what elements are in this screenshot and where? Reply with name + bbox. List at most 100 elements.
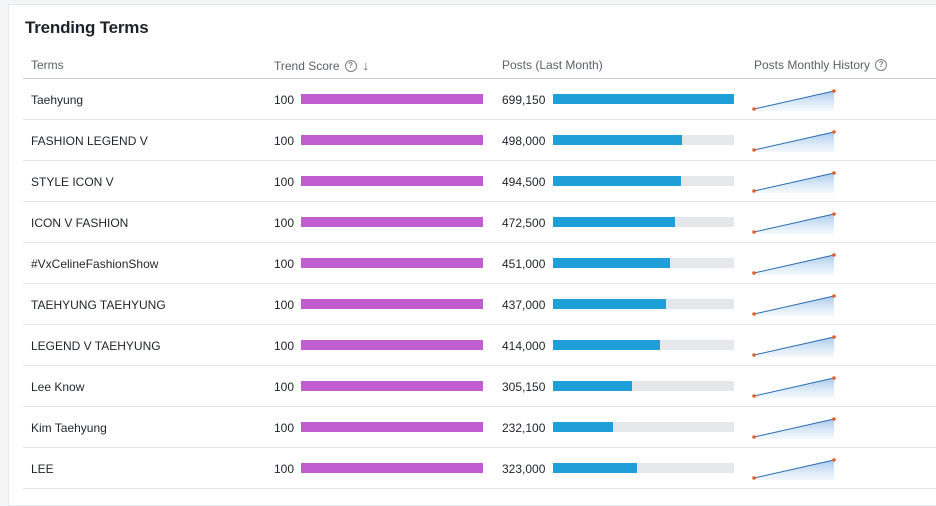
column-header-history[interactable]: Posts Monthly History ? bbox=[754, 58, 888, 72]
sparkline-line bbox=[753, 459, 835, 479]
trend-score-value: 100 bbox=[274, 257, 295, 271]
sparkline-end-point bbox=[832, 294, 836, 298]
sparkline-line bbox=[753, 90, 835, 110]
history-sparkline[interactable] bbox=[752, 415, 838, 441]
trend-score-value: 100 bbox=[274, 134, 295, 148]
posts-value: 472,500 bbox=[502, 216, 546, 230]
trend-score-bar bbox=[301, 299, 483, 309]
trending-terms-card: Trending Terms Terms Trend Score ? ↓ Pos… bbox=[8, 4, 936, 506]
term-label[interactable]: FASHION LEGEND V bbox=[31, 134, 148, 148]
history-sparkline[interactable] bbox=[752, 333, 838, 359]
trend-score-bar-fill bbox=[301, 217, 483, 227]
sparkline-start-point bbox=[752, 230, 756, 234]
posts-value: 699,150 bbox=[502, 93, 546, 107]
sort-descending-icon[interactable]: ↓ bbox=[362, 58, 370, 73]
trend-score-bar-fill bbox=[301, 422, 483, 432]
column-header-trend-score[interactable]: Trend Score ? ↓ bbox=[274, 58, 369, 73]
sparkline-start-point bbox=[752, 189, 756, 193]
history-sparkline[interactable] bbox=[752, 169, 838, 195]
posts-bar bbox=[553, 340, 734, 350]
trend-score-bar bbox=[301, 381, 483, 391]
trend-score-bar bbox=[301, 217, 483, 227]
trend-score-bar bbox=[301, 258, 483, 268]
trend-score-value: 100 bbox=[274, 380, 295, 394]
posts-bar-fill bbox=[553, 176, 682, 186]
table-row[interactable]: Lee Know 100 305,150 bbox=[23, 366, 936, 407]
term-label[interactable]: TAEHYUNG TAEHYUNG bbox=[31, 298, 166, 312]
term-label[interactable]: Lee Know bbox=[31, 380, 85, 394]
posts-value: 494,500 bbox=[502, 175, 546, 189]
history-sparkline[interactable] bbox=[752, 87, 838, 113]
column-header-label: Terms bbox=[31, 58, 64, 72]
trend-score-bar bbox=[301, 340, 483, 350]
sparkline-line bbox=[753, 295, 835, 315]
posts-value: 232,100 bbox=[502, 421, 546, 435]
trend-score-value: 100 bbox=[274, 93, 295, 107]
term-label[interactable]: ICON V FASHION bbox=[31, 216, 129, 230]
trend-score-bar-fill bbox=[301, 463, 483, 473]
term-label[interactable]: STYLE ICON V bbox=[31, 175, 114, 189]
posts-bar bbox=[553, 258, 734, 268]
history-sparkline[interactable] bbox=[752, 128, 838, 154]
sparkline-start-point bbox=[752, 476, 756, 480]
card-title: Trending Terms bbox=[25, 18, 149, 37]
history-sparkline[interactable] bbox=[752, 374, 838, 400]
help-icon[interactable]: ? bbox=[344, 59, 357, 72]
trend-score-bar-fill bbox=[301, 381, 483, 391]
term-label[interactable]: LEE bbox=[31, 462, 54, 476]
table-row[interactable]: Kim Taehyung 100 232,100 bbox=[23, 407, 936, 448]
sparkline-line bbox=[753, 131, 835, 151]
sparkline-start-point bbox=[752, 107, 756, 111]
trend-score-bar-fill bbox=[301, 135, 483, 145]
term-label[interactable]: Taehyung bbox=[31, 93, 84, 107]
posts-value: 305,150 bbox=[502, 380, 546, 394]
column-header-label: Trend Score bbox=[274, 58, 340, 73]
sparkline-end-point bbox=[832, 376, 836, 380]
table-row[interactable]: Taehyung 100 699,150 bbox=[23, 79, 936, 120]
table-row[interactable]: FASHION LEGEND V 100 498,000 bbox=[23, 120, 936, 161]
posts-value: 323,000 bbox=[502, 462, 546, 476]
posts-bar-fill bbox=[553, 94, 734, 104]
posts-bar-fill bbox=[553, 258, 670, 268]
posts-bar-fill bbox=[553, 422, 614, 432]
trend-score-bar-fill bbox=[301, 94, 483, 104]
posts-bar-fill bbox=[553, 135, 682, 145]
history-sparkline[interactable] bbox=[752, 292, 838, 318]
help-icon[interactable]: ? bbox=[875, 59, 888, 71]
history-sparkline[interactable] bbox=[752, 210, 838, 236]
term-label[interactable]: Kim Taehyung bbox=[31, 421, 107, 435]
table-row[interactable]: #VxCelineFashionShow 100 451,000 bbox=[23, 243, 936, 284]
table-row[interactable]: TAEHYUNG TAEHYUNG 100 437,000 bbox=[23, 284, 936, 325]
posts-bar bbox=[553, 463, 734, 473]
table-row[interactable]: ICON V FASHION 100 472,500 bbox=[23, 202, 936, 243]
history-sparkline[interactable] bbox=[752, 251, 838, 277]
table-row[interactable]: STYLE ICON V 100 494,500 bbox=[23, 161, 936, 202]
term-label[interactable]: #VxCelineFashionShow bbox=[31, 257, 159, 271]
sparkline-line bbox=[753, 377, 835, 397]
sparkline-start-point bbox=[752, 271, 756, 275]
sparkline-end-point bbox=[832, 417, 836, 421]
table-row[interactable]: LEE 100 323,000 bbox=[23, 448, 936, 489]
posts-bar bbox=[553, 94, 734, 104]
trend-score-bar-fill bbox=[301, 176, 483, 186]
trend-score-value: 100 bbox=[274, 175, 295, 189]
history-sparkline[interactable] bbox=[752, 456, 838, 482]
table-body: Taehyung 100 699,150 FASHION LEGEND V 10… bbox=[23, 79, 936, 489]
term-label[interactable]: LEGEND V TAEHYUNG bbox=[31, 339, 161, 353]
column-header-label: Posts (Last Month) bbox=[502, 58, 603, 72]
column-header-terms[interactable]: Terms bbox=[31, 58, 64, 72]
sparkline-end-point bbox=[832, 171, 836, 175]
sparkline-end-point bbox=[832, 253, 836, 257]
sparkline-line bbox=[753, 336, 835, 356]
column-header-posts[interactable]: Posts (Last Month) bbox=[502, 58, 603, 72]
sparkline-end-point bbox=[832, 130, 836, 134]
sparkline-start-point bbox=[752, 435, 756, 439]
sparkline-line bbox=[753, 213, 835, 233]
table-header: Terms Trend Score ? ↓ Posts (Last Month)… bbox=[23, 51, 936, 79]
posts-value: 414,000 bbox=[502, 339, 546, 353]
trend-score-bar bbox=[301, 463, 483, 473]
trend-score-value: 100 bbox=[274, 421, 295, 435]
table-row[interactable]: LEGEND V TAEHYUNG 100 414,000 bbox=[23, 325, 936, 366]
sparkline-end-point bbox=[832, 458, 836, 462]
sparkline-line bbox=[753, 254, 835, 274]
